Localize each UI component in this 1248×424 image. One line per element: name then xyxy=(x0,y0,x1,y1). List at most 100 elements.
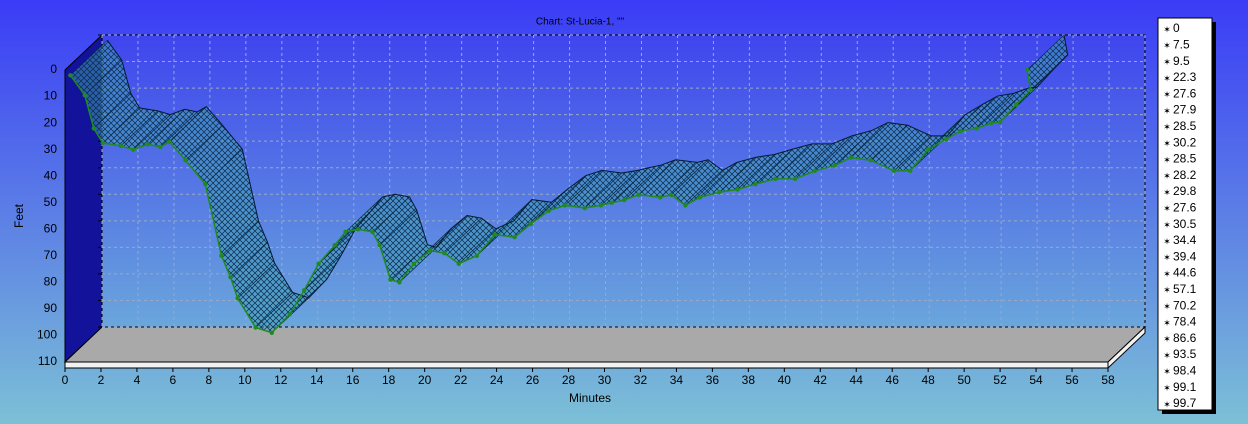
y-tick-label: 110 xyxy=(38,354,57,368)
legend-items: ✶ 0✶ 7.5✶ 9.5✶ 22.3✶ 27.6✶ 27.9✶ 28.5✶ 30.2✶ 28.5… xyxy=(1163,21,1196,410)
chart-title: Chart: St-Lucia-1, "" xyxy=(536,17,625,28)
point xyxy=(332,243,337,248)
point xyxy=(492,232,497,237)
point xyxy=(683,203,688,208)
point xyxy=(958,128,963,134)
point xyxy=(658,195,663,200)
legend-marker: ✶ xyxy=(1163,171,1171,181)
legend-marker: ✶ xyxy=(1163,204,1171,214)
y-tick-label: 40 xyxy=(44,168,58,182)
point xyxy=(287,312,292,317)
point xyxy=(891,168,897,174)
point xyxy=(203,181,208,187)
legend-marker: ✶ xyxy=(1163,24,1171,34)
point xyxy=(1014,102,1019,107)
legend-label: 22.3 xyxy=(1173,70,1197,84)
floor xyxy=(63,326,1147,363)
x-tick-label: 56 xyxy=(1065,373,1079,387)
point xyxy=(370,229,375,235)
legend-label: 28.5 xyxy=(1173,119,1197,133)
x-tick-label: 36 xyxy=(706,373,720,387)
point xyxy=(167,139,172,144)
point xyxy=(943,136,949,142)
point xyxy=(91,126,96,131)
legend-marker: ✶ xyxy=(1163,285,1171,295)
point xyxy=(253,325,258,330)
legend-marker: ✶ xyxy=(1163,41,1171,51)
point xyxy=(456,261,462,266)
point xyxy=(974,126,979,131)
point xyxy=(397,280,402,285)
legend-label: 39.4 xyxy=(1173,249,1197,263)
y-tick-label: 90 xyxy=(44,301,58,315)
point xyxy=(343,229,348,235)
point xyxy=(753,181,758,187)
legend-marker: ✶ xyxy=(1163,57,1171,67)
x-tick-label: 20 xyxy=(418,373,432,387)
legend-label: 57.1 xyxy=(1173,282,1197,296)
x-tick-label: 52 xyxy=(993,373,1007,387)
point xyxy=(528,221,533,227)
x-axis-label: Minutes xyxy=(569,391,611,405)
legend-marker: ✶ xyxy=(1163,138,1171,148)
legend-label: 27.6 xyxy=(1173,86,1197,100)
point xyxy=(832,163,837,168)
floor-side xyxy=(1107,325,1146,370)
legend-marker: ✶ xyxy=(1163,350,1171,360)
legend-marker: ✶ xyxy=(1163,318,1171,328)
legend-label: 70.2 xyxy=(1173,298,1197,312)
x-tick-label: 38 xyxy=(742,373,756,387)
point xyxy=(773,176,778,182)
legend-marker: ✶ xyxy=(1163,367,1171,377)
point xyxy=(562,203,568,208)
x-tick-label: 34 xyxy=(670,373,684,387)
legend-marker: ✶ xyxy=(1163,122,1171,132)
y-tick-label: 60 xyxy=(44,221,58,235)
point xyxy=(546,208,551,213)
legend-label: 93.5 xyxy=(1173,347,1197,361)
legend-marker: ✶ xyxy=(1163,90,1171,100)
point xyxy=(997,119,1003,125)
x-tick-label: 22 xyxy=(454,373,468,387)
point xyxy=(1028,87,1033,93)
x-tick-label: 46 xyxy=(886,373,900,387)
legend-label: 86.6 xyxy=(1173,331,1197,345)
legend-label: 27.9 xyxy=(1173,103,1197,117)
x-tick-label: 14 xyxy=(310,373,324,387)
legend-marker: ✶ xyxy=(1163,155,1171,165)
legend-marker: ✶ xyxy=(1163,269,1171,279)
point xyxy=(219,253,224,259)
x-tick-label: 10 xyxy=(238,373,252,387)
legend-marker: ✶ xyxy=(1163,220,1171,230)
legend-marker: ✶ xyxy=(1163,253,1171,263)
point xyxy=(697,195,702,200)
point xyxy=(145,142,150,147)
legend-label: 44.6 xyxy=(1173,266,1197,280)
point xyxy=(228,274,233,280)
y-tick-label: 100 xyxy=(37,328,57,342)
back-line xyxy=(106,34,1069,299)
point xyxy=(1024,67,1030,73)
legend-label: 30.5 xyxy=(1173,217,1197,231)
point xyxy=(118,143,123,149)
point xyxy=(848,155,854,160)
point xyxy=(582,205,587,211)
x-tick-label: 2 xyxy=(98,373,105,387)
y-tick-label: 80 xyxy=(44,275,58,289)
point xyxy=(427,248,433,253)
point xyxy=(388,277,393,282)
point xyxy=(235,296,240,301)
point xyxy=(735,187,740,192)
point xyxy=(377,243,382,248)
y-axis-label: Feet xyxy=(12,203,26,228)
point xyxy=(668,192,674,197)
x-tick-label: 0 xyxy=(62,373,69,387)
x-tick-label: 28 xyxy=(562,373,576,387)
legend-label: 28.5 xyxy=(1173,152,1197,166)
x-tick-label: 50 xyxy=(957,373,971,387)
y-tick-label: 10 xyxy=(44,89,58,103)
legend-label: 9.5 xyxy=(1173,54,1190,68)
legend-marker: ✶ xyxy=(1163,236,1171,246)
